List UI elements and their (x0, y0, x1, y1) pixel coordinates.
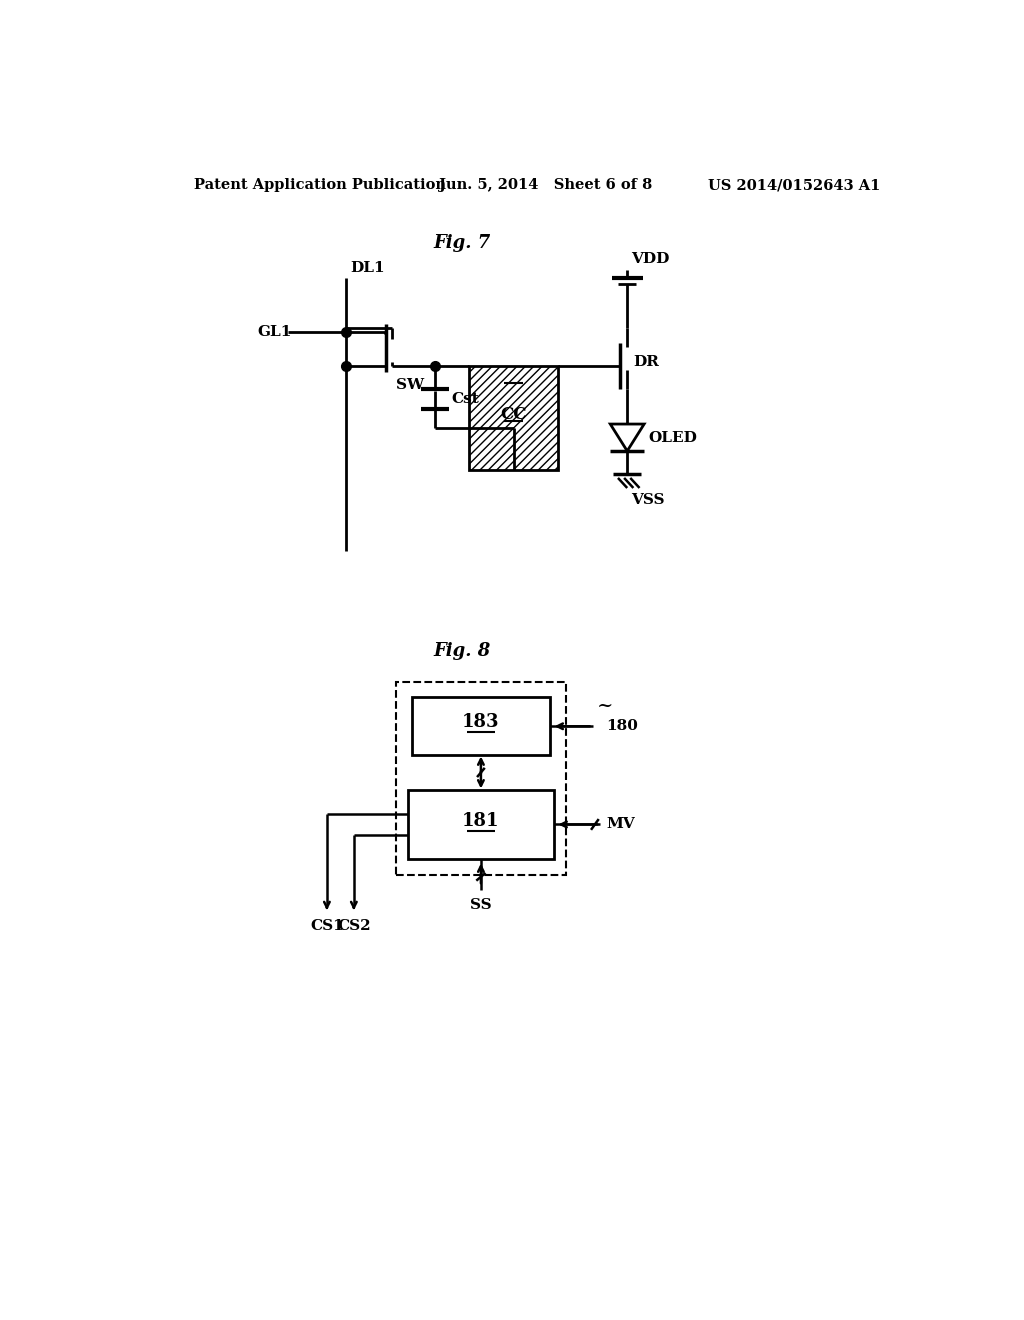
Text: 180: 180 (606, 719, 638, 734)
Text: OLED: OLED (648, 430, 697, 445)
Text: CS2: CS2 (337, 919, 371, 933)
Text: Jun. 5, 2014   Sheet 6 of 8: Jun. 5, 2014 Sheet 6 of 8 (438, 178, 652, 193)
Text: Fig. 7: Fig. 7 (433, 234, 490, 252)
Bar (396, 682, 565, 875)
Text: Patent Application Publication: Patent Application Publication (194, 178, 445, 193)
Text: CS1: CS1 (310, 919, 344, 933)
Text: 181: 181 (462, 812, 500, 829)
Text: VSS: VSS (631, 494, 665, 507)
Text: 183: 183 (462, 713, 500, 731)
Bar (469, 366, 558, 470)
Text: VDD: VDD (631, 252, 670, 267)
Text: Cst: Cst (452, 392, 479, 407)
Text: ~: ~ (596, 697, 612, 714)
Text: US 2014/0152643 A1: US 2014/0152643 A1 (708, 178, 881, 193)
Text: SS: SS (470, 898, 492, 912)
Text: CC: CC (501, 407, 527, 422)
Text: MV: MV (606, 817, 635, 832)
Text: DR: DR (634, 355, 659, 370)
Bar (408, 789, 554, 859)
Bar (469, 366, 558, 470)
Bar (412, 697, 550, 755)
Text: DL1: DL1 (350, 261, 385, 276)
Text: SW: SW (396, 378, 424, 392)
Text: GL1: GL1 (258, 325, 292, 339)
Text: Fig. 8: Fig. 8 (433, 643, 490, 660)
